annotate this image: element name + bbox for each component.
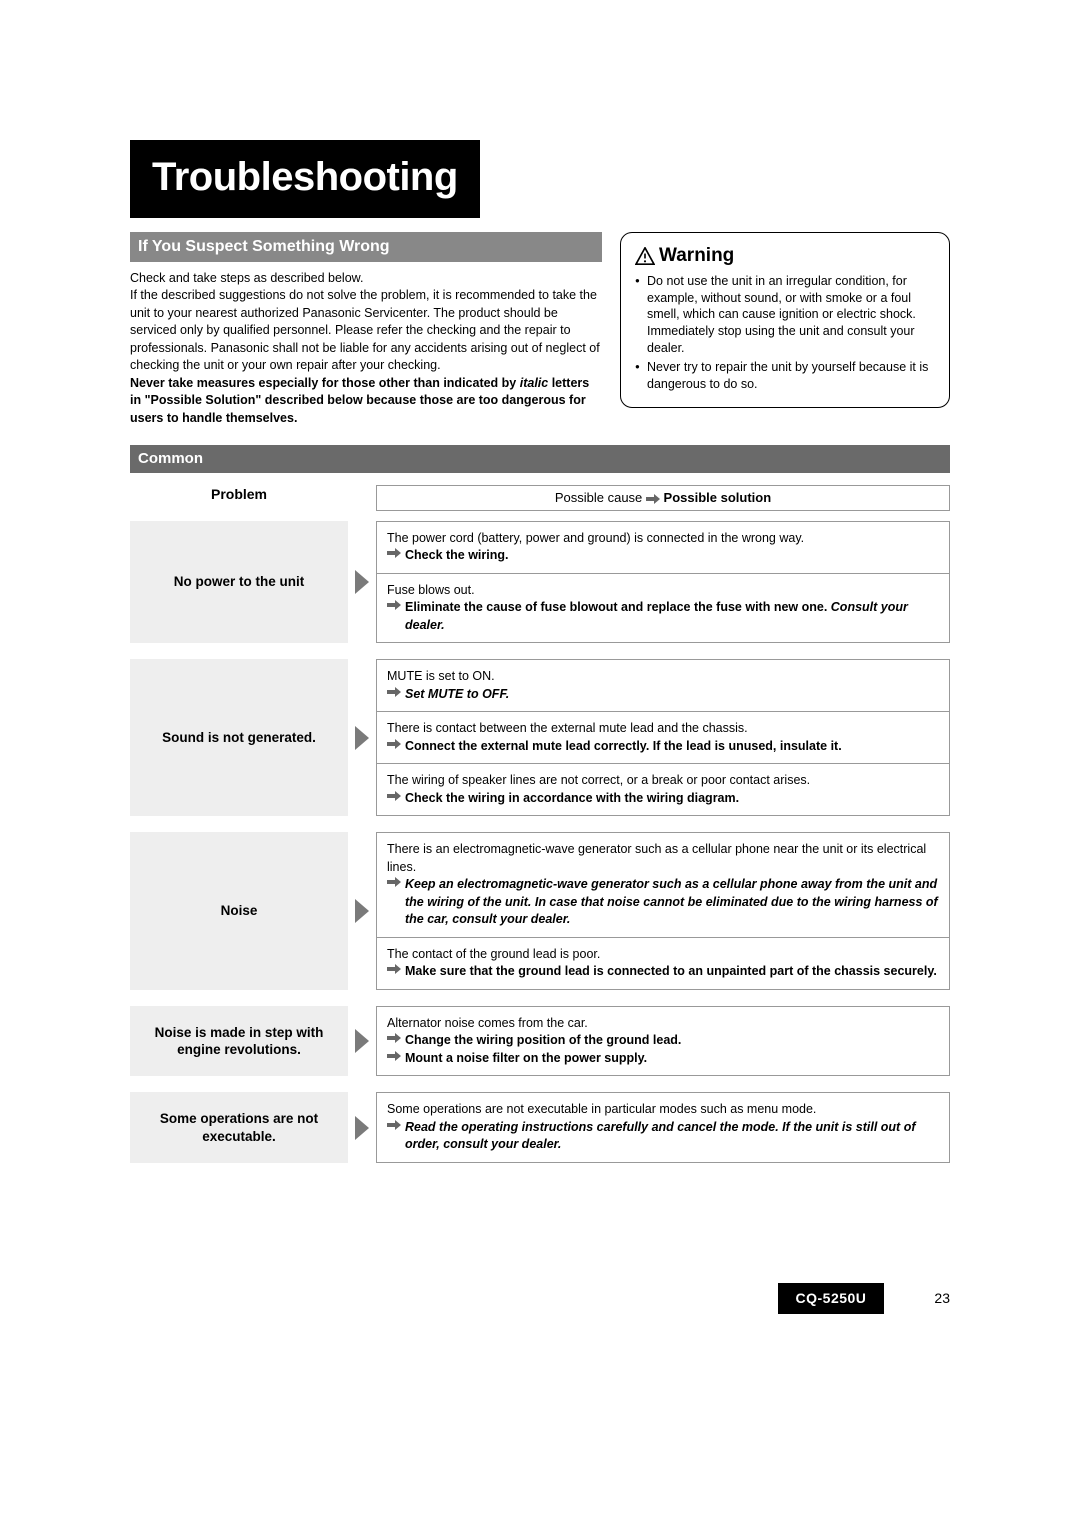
warning-box: Warning Do not use the unit in an irregu…: [620, 232, 950, 408]
solution-text: Check the wiring.: [405, 547, 509, 565]
trouble-item-no-power: No power to the unit The power cord (bat…: [130, 521, 950, 644]
solution-stack: MUTE is set to ON. Set MUTE to OFF. Ther…: [376, 659, 950, 816]
solution-text: Make sure that the ground lead is connec…: [405, 963, 937, 981]
solution-text: Set MUTE to OFF.: [405, 686, 509, 704]
section-heading: Common: [130, 445, 950, 473]
warning-heading: Warning: [635, 243, 935, 269]
warning-label: Warning: [659, 243, 734, 269]
model-number: CQ-5250U: [778, 1283, 885, 1314]
cause-text: There is an electromagnetic-wave generat…: [387, 841, 939, 876]
arrow-right-icon: [646, 494, 660, 504]
cause-text: Some operations are not executable in pa…: [387, 1101, 939, 1119]
solution-text: Mount a noise filter on the power supply…: [405, 1050, 647, 1068]
solution-stack: Alternator noise comes from the car. Cha…: [376, 1006, 950, 1077]
suspect-heading: If You Suspect Something Wrong: [130, 232, 602, 262]
arrow-icon: [387, 687, 401, 697]
arrow-icon: [387, 877, 401, 887]
trouble-item-noise: Noise There is an electromagnetic-wave g…: [130, 832, 950, 990]
problem-label: Noise is made in step with engine revolu…: [130, 1006, 348, 1077]
solution-box: Some operations are not executable in pa…: [376, 1092, 950, 1163]
table-header-row: Problem Possible cause Possible solution: [130, 485, 950, 511]
problem-label: No power to the unit: [130, 521, 348, 644]
cause-text: The power cord (battery, power and groun…: [387, 530, 939, 548]
arrow-icon: [387, 1120, 401, 1130]
intro-row: If You Suspect Something Wrong Check and…: [130, 232, 950, 427]
solution-box: The contact of the ground lead is poor. …: [376, 938, 950, 990]
solution-stack: The power cord (battery, power and groun…: [376, 521, 950, 644]
solution-text: Connect the external mute lead correctly…: [405, 738, 842, 756]
arrow-icon: [387, 791, 401, 801]
intro-bold-pre: Never take measures especially for those…: [130, 376, 520, 390]
header-solution: Possible cause Possible solution: [376, 485, 950, 511]
triangle-icon: [348, 832, 376, 990]
solution-text: Keep an electromagnetic-wave generator s…: [405, 876, 939, 929]
solution-box: MUTE is set to ON. Set MUTE to OFF.: [376, 659, 950, 712]
header-solution-label: Possible solution: [660, 490, 771, 505]
arrow-icon: [387, 548, 401, 558]
solution-text: Read the operating instructions carefull…: [405, 1119, 939, 1154]
trouble-item-operations: Some operations are not executable. Some…: [130, 1092, 950, 1163]
page-number: 23: [934, 1289, 950, 1308]
arrow-icon: [387, 739, 401, 749]
solution-stack: Some operations are not executable in pa…: [376, 1092, 950, 1163]
trouble-item-no-sound: Sound is not generated. MUTE is set to O…: [130, 659, 950, 816]
problem-label: Sound is not generated.: [130, 659, 348, 816]
cause-text: The contact of the ground lead is poor.: [387, 946, 939, 964]
solution-box: Fuse blows out. Eliminate the cause of f…: [376, 574, 950, 644]
header-cause-label: Possible cause: [555, 490, 646, 505]
warning-icon: [635, 247, 655, 265]
warning-item-1: Do not use the unit in an irregular cond…: [635, 273, 935, 357]
solution-box: The wiring of speaker lines are not corr…: [376, 764, 950, 816]
intro-bold-italic: italic: [520, 376, 549, 390]
arrow-icon: [387, 1051, 401, 1061]
solution-stack: There is an electromagnetic-wave generat…: [376, 832, 950, 990]
warning-item-2: Never try to repair the unit by yourself…: [635, 359, 935, 393]
triangle-icon: [348, 1092, 376, 1163]
solution-text: Eliminate the cause of fuse blowout and …: [405, 600, 827, 614]
trouble-item-engine-noise: Noise is made in step with engine revolu…: [130, 1006, 950, 1077]
header-problem: Problem: [130, 485, 348, 511]
suspect-column: If You Suspect Something Wrong Check and…: [130, 232, 602, 427]
problem-label: Some operations are not executable.: [130, 1092, 348, 1163]
triangle-icon: [348, 521, 376, 644]
triangle-icon: [348, 1006, 376, 1077]
arrow-icon: [387, 964, 401, 974]
cause-text: Alternator noise comes from the car.: [387, 1015, 939, 1033]
cause-text: MUTE is set to ON.: [387, 668, 939, 686]
problem-label: Noise: [130, 832, 348, 990]
solution-box: There is an electromagnetic-wave generat…: [376, 832, 950, 938]
triangle-icon: [348, 659, 376, 816]
arrow-icon: [387, 1033, 401, 1043]
solution-box: Alternator noise comes from the car. Cha…: [376, 1006, 950, 1077]
solution-text: Change the wiring position of the ground…: [405, 1032, 681, 1050]
intro-para: If the described suggestions do not solv…: [130, 288, 600, 372]
solution-box: There is contact between the external mu…: [376, 712, 950, 764]
page-title: Troubleshooting: [130, 140, 480, 218]
page-footer: CQ-5250U 23: [130, 1283, 950, 1314]
solution-text: Check the wiring in accordance with the …: [405, 790, 739, 808]
cause-text: Fuse blows out.: [387, 582, 939, 600]
cause-text: The wiring of speaker lines are not corr…: [387, 772, 939, 790]
intro-text: Check and take steps as described below.…: [130, 270, 602, 428]
intro-line1: Check and take steps as described below.: [130, 271, 363, 285]
solution-box: The power cord (battery, power and groun…: [376, 521, 950, 574]
arrow-icon: [387, 600, 401, 610]
cause-text: There is contact between the external mu…: [387, 720, 939, 738]
